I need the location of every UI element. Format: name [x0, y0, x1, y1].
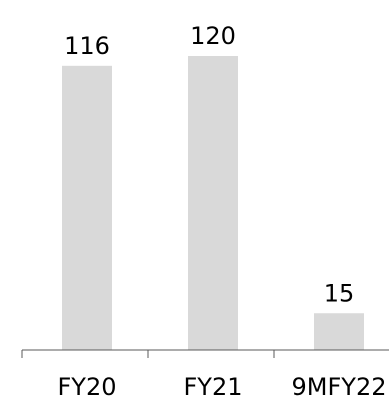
bar-9mfy22	[314, 313, 364, 350]
x-tick-label-9mfy22: 9MFY22	[292, 373, 387, 401]
data-label-fy20: 116	[64, 32, 110, 60]
bar-fy21	[188, 56, 238, 350]
data-label-9mfy22: 15	[324, 279, 355, 307]
bars-layer	[62, 56, 364, 351]
data-label-fy21: 120	[190, 22, 236, 50]
x-tick-label-fy21: FY21	[183, 373, 242, 401]
bar-fy20	[62, 65, 112, 351]
x-tick-label-fy20: FY20	[57, 373, 116, 401]
x-axis: FY20 FY21 9MFY22	[21, 349, 389, 401]
data-labels-layer: 116 120 15	[64, 22, 354, 307]
